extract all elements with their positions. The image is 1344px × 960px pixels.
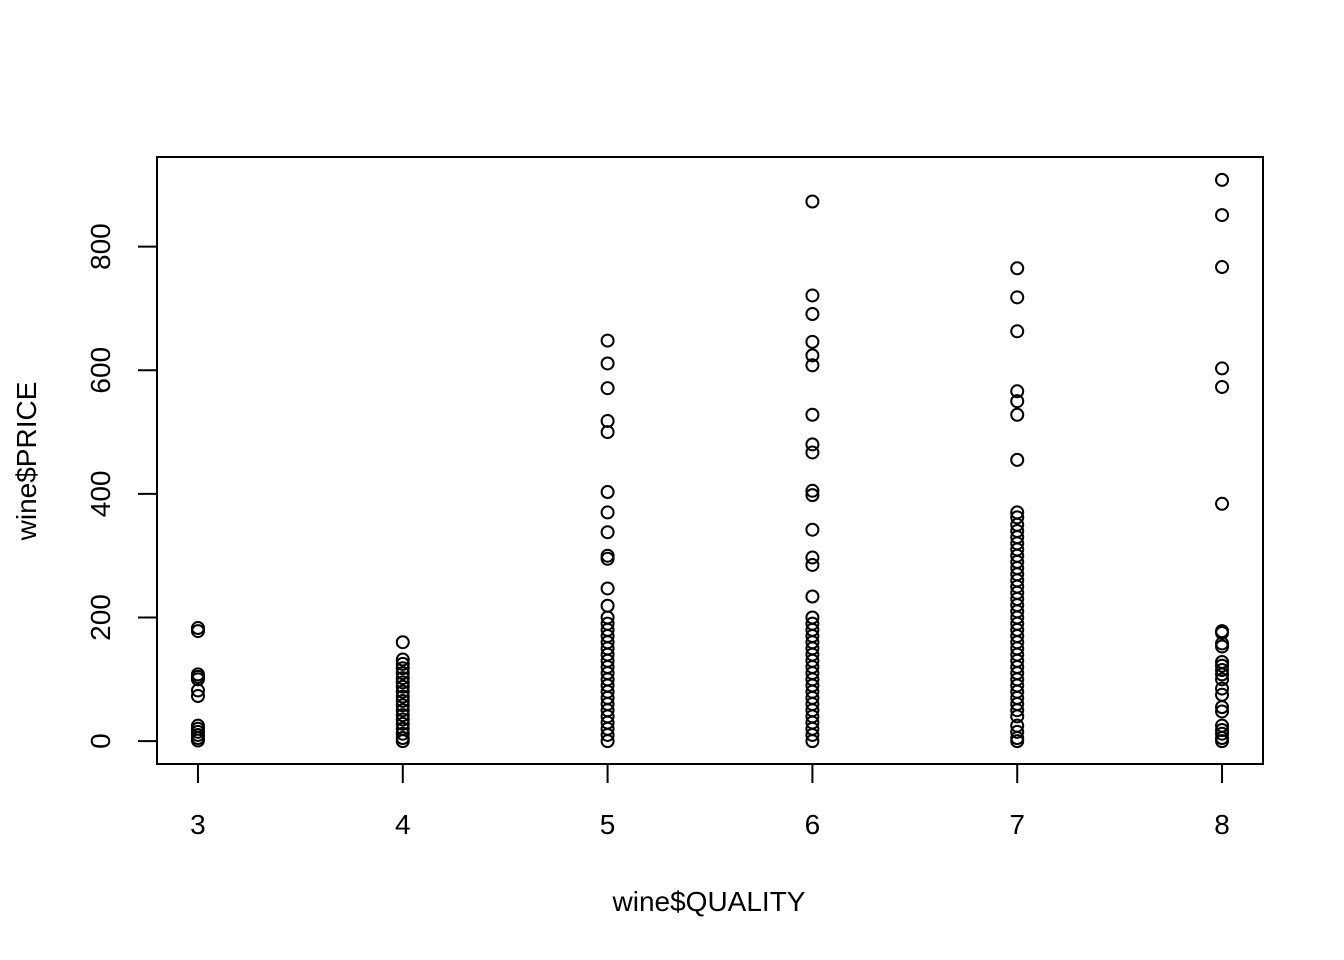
data-point (600, 598, 615, 613)
data-point (395, 661, 410, 676)
data-point (395, 716, 410, 731)
data-point (805, 589, 820, 604)
data-point (395, 689, 410, 704)
data-point (1010, 709, 1025, 724)
data-point (805, 194, 820, 209)
y-tick-label: 800 (85, 223, 116, 270)
data-point (395, 703, 410, 718)
x-axis-title: wine$QUALITY (612, 886, 806, 917)
data-point (1215, 681, 1230, 696)
x-tick-label: 3 (190, 809, 206, 840)
data-point (600, 425, 615, 440)
data-point (1010, 394, 1025, 409)
data-point (1010, 407, 1025, 422)
data-point (1215, 639, 1230, 654)
data-point (395, 726, 410, 741)
data-point (395, 734, 410, 749)
data-point (805, 483, 820, 498)
data-point (1215, 625, 1230, 640)
data-point (1215, 379, 1230, 394)
data-point (190, 733, 205, 748)
data-point (1010, 734, 1025, 749)
data-point (600, 734, 615, 749)
data-point (395, 708, 410, 723)
data-point (805, 488, 820, 503)
data-point (1010, 510, 1025, 525)
y-tick-label: 0 (85, 733, 116, 749)
data-point (1215, 496, 1230, 511)
data-point (1215, 700, 1230, 715)
data-point (805, 407, 820, 422)
y-tick-label: 600 (85, 347, 116, 394)
data-point (805, 437, 820, 452)
data-point (1010, 324, 1025, 339)
y-axis: 0 200 400 600 800 (85, 223, 157, 749)
data-point (600, 727, 615, 742)
data-point (395, 635, 410, 650)
y-tick-label: 400 (85, 471, 116, 518)
data-point (600, 485, 615, 500)
data-point (600, 381, 615, 396)
x-tick-label: 8 (1214, 809, 1230, 840)
data-point (805, 557, 820, 572)
data-points (190, 172, 1230, 749)
data-point (190, 624, 205, 639)
x-tick-label: 4 (395, 809, 411, 840)
data-point (395, 656, 410, 671)
data-point (395, 684, 410, 699)
data-point (600, 505, 615, 520)
data-point (805, 734, 820, 749)
data-point (395, 693, 410, 708)
data-point (805, 550, 820, 565)
data-point (805, 348, 820, 363)
data-point (1215, 672, 1230, 687)
data-point (600, 551, 615, 566)
data-point (395, 671, 410, 686)
data-point (600, 333, 615, 348)
x-tick-label: 6 (805, 809, 821, 840)
data-point (805, 334, 820, 349)
data-point (395, 675, 410, 690)
data-point (1010, 703, 1025, 718)
y-axis-title: wine$PRICE (11, 382, 42, 542)
data-point (1215, 361, 1230, 376)
data-point (190, 683, 205, 698)
data-point (805, 358, 820, 373)
data-point (1215, 260, 1230, 275)
data-point (190, 689, 205, 704)
data-point (805, 307, 820, 322)
data-point (600, 581, 615, 596)
data-point (1215, 667, 1230, 682)
x-axis: 3 4 5 6 7 8 (190, 764, 1230, 840)
data-point (1010, 384, 1025, 399)
data-point (1215, 734, 1230, 749)
data-point (1010, 261, 1025, 276)
data-point (395, 712, 410, 727)
data-point (1215, 726, 1230, 741)
data-point (1215, 208, 1230, 223)
data-point (600, 525, 615, 540)
data-point (1215, 658, 1230, 673)
data-point (600, 356, 615, 371)
plot-frame (156, 156, 1264, 765)
data-point (805, 445, 820, 460)
y-tick-label: 200 (85, 594, 116, 641)
data-point (1010, 290, 1025, 305)
data-point (395, 698, 410, 713)
data-point (395, 652, 410, 667)
data-point (1215, 704, 1230, 719)
data-point (805, 288, 820, 303)
data-point (1010, 724, 1025, 739)
data-point (395, 679, 410, 694)
x-tick-label: 5 (600, 809, 616, 840)
data-point (805, 522, 820, 537)
data-point (1215, 172, 1230, 187)
data-point (805, 727, 820, 742)
x-tick-label: 7 (1009, 809, 1025, 840)
data-point (395, 666, 410, 681)
data-point (1215, 663, 1230, 678)
data-point (1010, 452, 1025, 467)
